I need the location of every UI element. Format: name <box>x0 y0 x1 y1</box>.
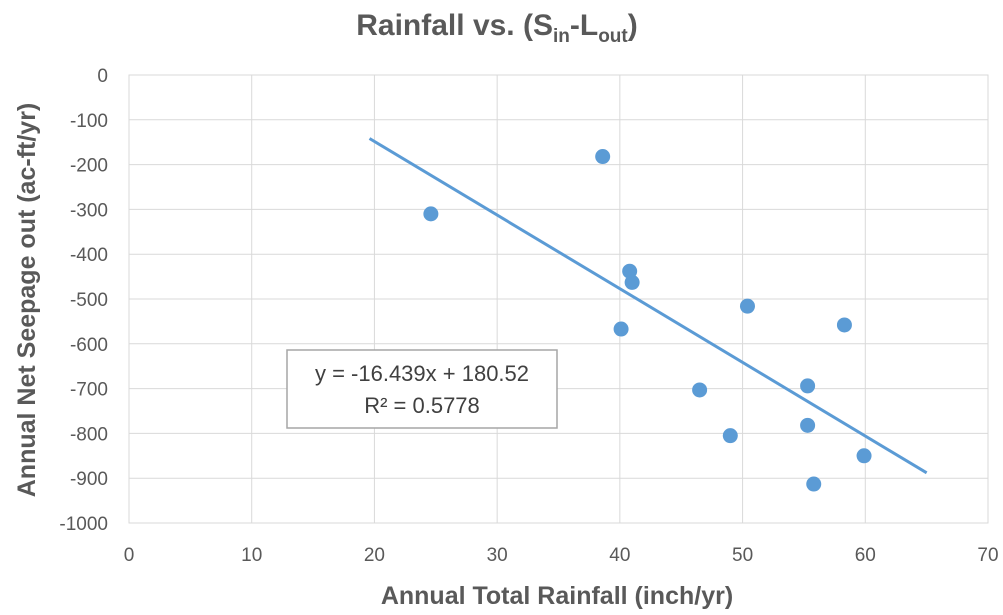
data-points <box>423 149 872 492</box>
data-point-2 <box>622 263 638 279</box>
y-tick-label-5: -500 <box>70 290 108 311</box>
data-point-7 <box>739 298 755 314</box>
chart-title-subscript-out: out <box>598 26 628 47</box>
data-point-6 <box>722 428 738 444</box>
y-tick-label-7: -700 <box>70 380 108 401</box>
trendline-equation-box: y = -16.439x + 180.52 R² = 0.5778 <box>286 349 558 429</box>
y-tick-label-10: -1000 <box>59 514 108 535</box>
y-tick-label-8: -800 <box>70 424 108 445</box>
data-point-0 <box>423 206 439 222</box>
x-tick-label-4: 40 <box>609 545 630 566</box>
y-tick-label-3: -300 <box>70 200 108 221</box>
chart-title-close: ) <box>628 9 638 42</box>
x-axis-tick-labels: 0 10 20 30 40 50 60 70 <box>124 545 999 566</box>
x-tick-label-7: 70 <box>977 545 998 566</box>
x-axis-title: Annual Total Rainfall (inch/yr) <box>381 582 733 610</box>
x-tick-label-1: 10 <box>241 545 262 566</box>
chart-title-subscript-in: in <box>553 26 570 47</box>
x-tick-label-2: 20 <box>364 545 385 566</box>
trendline-equation: y = -16.439x + 180.52 <box>315 361 529 386</box>
y-tick-label-2: -200 <box>70 156 108 177</box>
y-axis-tick-labels: 0 -100 -200 -300 -400 -500 -600 -700 -800 -900 -10… <box>59 66 108 535</box>
y-tick-label-9: -900 <box>70 469 108 490</box>
x-tick-label-0: 0 <box>124 545 135 566</box>
x-tick-label-3: 30 <box>487 545 508 566</box>
x-tick-label-6: 60 <box>855 545 876 566</box>
x-tick-label-5: 50 <box>732 545 753 566</box>
y-tick-label-4: -400 <box>70 245 108 266</box>
data-point-4 <box>613 321 629 337</box>
y-tick-label-1: -100 <box>70 111 108 132</box>
grid-lines <box>128 74 989 524</box>
y-axis-title: Annual Net Seepage out (ac-ft/yr) <box>13 103 41 498</box>
trendline <box>368 137 928 475</box>
r-squared-label: R² = 0.5778 <box>364 393 480 418</box>
equation-box-frame <box>286 349 558 429</box>
data-point-11 <box>836 317 852 333</box>
y-tick-label-6: -600 <box>70 335 108 356</box>
y-tick-label-0: 0 <box>97 66 108 87</box>
data-point-10 <box>806 476 822 492</box>
chart-title-dash: -L <box>570 9 598 42</box>
data-point-3 <box>624 274 640 290</box>
chart-title-main: Rainfall vs. (S <box>356 9 553 42</box>
data-point-5 <box>692 382 708 398</box>
chart-title: Rainfall vs. (Sin-Lout) <box>356 9 638 47</box>
data-point-12 <box>856 448 872 464</box>
data-point-1 <box>595 149 611 165</box>
data-point-9 <box>800 417 816 433</box>
data-point-8 <box>800 378 816 394</box>
plot-area <box>128 74 989 524</box>
